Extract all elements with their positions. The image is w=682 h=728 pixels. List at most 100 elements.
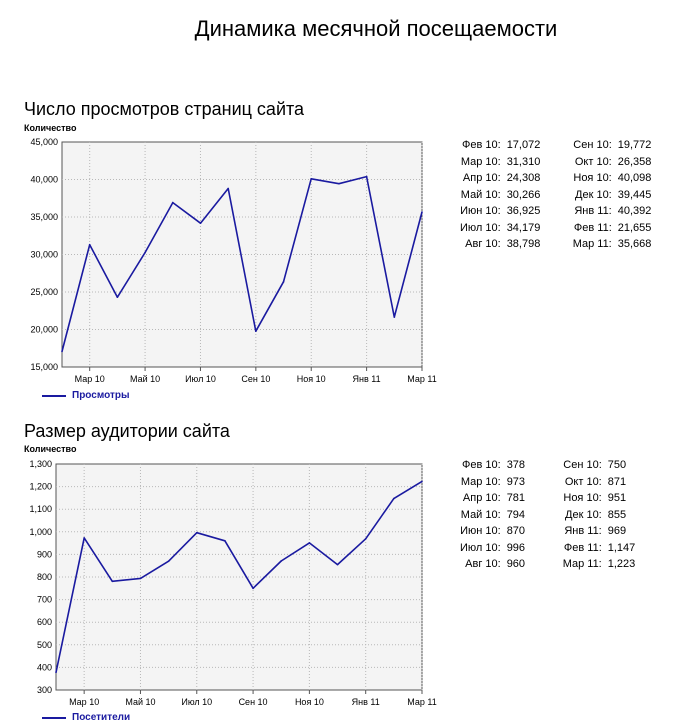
table-row: Июл 10: 34,179 Фев 11: 21,655 — [460, 220, 651, 237]
month-label: Дек 10: — [575, 188, 612, 201]
data-point — [310, 177, 313, 180]
month-label: Фев 10: — [462, 459, 501, 472]
month-value: 30,266 — [506, 188, 541, 201]
x-tick-label: Ноя 10 — [295, 697, 324, 707]
month-label: Дек 10: — [565, 508, 602, 521]
table-row: Июн 10: 870 Янв 11: 969 — [460, 523, 635, 540]
y-tick-label: 1,100 — [29, 504, 52, 514]
month-label: Мар 10: — [460, 475, 501, 488]
x-tick-label: Янв 11 — [353, 374, 381, 384]
table-row: Фев 10: 17,072 Сен 10: 19,772 — [460, 137, 651, 154]
x-tick-label: Мар 11 — [407, 697, 436, 707]
series-line — [61, 175, 423, 352]
data-point — [55, 671, 57, 674]
month-label: Сен 10: — [563, 459, 602, 472]
x-tick-label: Ноя 10 — [297, 374, 326, 384]
month-value: 40,392 — [617, 205, 652, 218]
legend-label: Посетители — [72, 712, 131, 723]
y-tick-label: 40,000 — [30, 175, 58, 185]
x-tick-label: Июл 10 — [181, 697, 212, 707]
data-point — [227, 187, 229, 190]
month-value: 855 — [607, 508, 627, 521]
data-point — [365, 175, 368, 178]
y-tick-label: 300 — [37, 685, 52, 695]
data-point — [171, 201, 174, 204]
month-label: Авг 10: — [465, 238, 501, 251]
data-point — [144, 251, 146, 254]
audience-values-table: Фев 10: 378 Сен 10: 750 Мар 10: 973 Окт 10: 871… — [460, 457, 635, 573]
month-value: 17,072 — [506, 139, 541, 152]
data-point — [139, 577, 142, 580]
data-point — [88, 243, 91, 246]
month-label: Янв 11: — [574, 205, 612, 218]
y-tick-label: 45,000 — [30, 137, 58, 147]
data-point — [280, 560, 283, 562]
data-point — [167, 560, 170, 562]
section-title-pageviews: Число просмотров страниц сайта — [24, 99, 305, 119]
y-tick-label: 500 — [37, 640, 52, 650]
month-label: Окт 10: — [564, 475, 602, 488]
data-point — [195, 531, 198, 534]
y-tick-label: 700 — [37, 595, 52, 605]
table-row: Авг 10: 960 Мар 11: 1,223 — [460, 556, 635, 573]
month-value: 871 — [607, 475, 627, 488]
month-value: 969 — [607, 525, 627, 538]
month-value: 960 — [506, 558, 526, 571]
month-label: Май 10: — [460, 508, 501, 521]
y-tick-label: 800 — [37, 572, 52, 582]
legend-line-swatch — [42, 716, 66, 719]
month-value: 31,310 — [506, 155, 541, 168]
month-label: Ноя 10: — [573, 172, 612, 185]
y-tick-label: 900 — [37, 549, 52, 559]
month-value: 951 — [607, 492, 627, 505]
month-value: 1,223 — [607, 558, 636, 571]
month-label: Июн 10: — [460, 205, 501, 218]
month-label: Июл 10: — [460, 221, 501, 234]
month-value: 40,098 — [617, 172, 652, 185]
month-value: 996 — [506, 541, 526, 554]
x-tick-label: Май 10 — [130, 374, 160, 384]
data-point — [336, 563, 339, 566]
table-row: Мар 10: 973 Окт 10: 871 — [460, 474, 635, 491]
table-row: Апр 10: 24,308 Ноя 10: 40,098 — [460, 170, 651, 187]
x-tick-label: Янв 11 — [352, 697, 380, 707]
x-tick-label: Июл 10 — [185, 374, 216, 384]
y-tick-label: 1,000 — [29, 527, 52, 537]
data-point — [421, 480, 423, 483]
month-value: 26,358 — [617, 155, 652, 168]
month-value: 39,445 — [617, 188, 652, 201]
y-tick-label: 1,200 — [29, 482, 52, 492]
table-row: Авг 10: 38,798 Мар 11: 35,668 — [460, 236, 651, 253]
series-line — [55, 480, 423, 673]
legend: Посетители — [42, 712, 130, 723]
data-point — [61, 350, 63, 353]
y-tick-label: 600 — [37, 617, 52, 627]
data-point — [111, 580, 114, 583]
data-point — [421, 211, 423, 213]
x-tick-label: Мар 10 — [75, 374, 105, 384]
data-point — [83, 537, 85, 539]
month-value: 750 — [607, 459, 627, 472]
month-label: Ноя 10: — [563, 492, 602, 505]
y-tick-label: 35,000 — [30, 212, 58, 222]
x-tick-label: Мар 10 — [69, 697, 99, 707]
y-axis-label: Количество — [24, 444, 77, 454]
data-point — [252, 587, 254, 590]
x-tick-label: Мар 11 — [407, 374, 436, 384]
x-tick-label: Сен 10 — [241, 374, 270, 384]
month-label: Мар 11: — [572, 238, 612, 251]
y-tick-label: 25,000 — [30, 287, 58, 297]
month-label: Фев 11: — [573, 221, 612, 234]
month-label: Июл 10: — [460, 541, 501, 554]
month-label: Янв 11: — [564, 525, 602, 538]
data-point — [224, 540, 226, 542]
table-row: Май 10: 794 Дек 10: 855 — [460, 507, 635, 524]
month-value: 38,798 — [506, 238, 541, 251]
month-value: 781 — [506, 492, 526, 505]
month-value: 1,147 — [607, 541, 636, 554]
month-label: Апр 10: — [462, 492, 501, 505]
y-tick-label: 30,000 — [30, 250, 58, 260]
pageviews-values-table: Фев 10: 17,072 Сен 10: 19,772 Мар 10: 31,310 О… — [460, 137, 651, 253]
y-tick-label: 1,300 — [29, 459, 52, 469]
